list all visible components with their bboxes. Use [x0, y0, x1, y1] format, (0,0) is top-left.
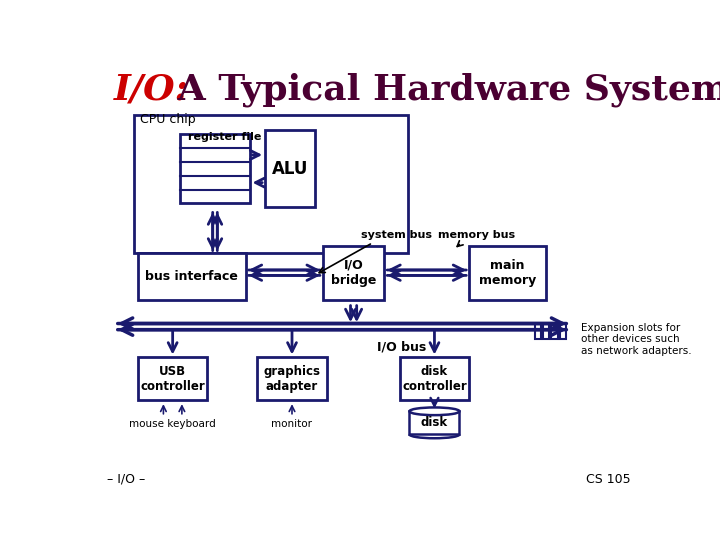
Bar	[469, 246, 546, 300]
Text: graphics
adapter: graphics adapter	[264, 364, 320, 393]
Bar	[180, 134, 250, 204]
Bar	[534, 323, 541, 339]
Text: mouse keyboard: mouse keyboard	[130, 419, 216, 429]
Text: – I/O –: – I/O –	[107, 473, 145, 486]
Text: monitor: monitor	[271, 419, 312, 429]
Bar	[543, 323, 549, 339]
Text: register file: register file	[188, 132, 261, 142]
Text: main
memory: main memory	[479, 259, 536, 287]
Bar	[400, 357, 469, 400]
Text: memory bus: memory bus	[438, 231, 516, 240]
Text: Expansion slots for
other devices such
as network adapters.: Expansion slots for other devices such a…	[581, 323, 691, 356]
Bar	[560, 323, 566, 339]
Text: I/O
bridge: I/O bridge	[331, 259, 377, 287]
Text: disk
controller: disk controller	[402, 364, 467, 393]
Bar	[552, 323, 558, 339]
Text: disk: disk	[421, 416, 448, 429]
Bar	[257, 357, 327, 400]
Bar	[134, 115, 408, 253]
Text: ALU: ALU	[272, 160, 308, 178]
Text: I/O bus: I/O bus	[377, 340, 426, 354]
Bar	[138, 253, 246, 300]
Bar	[265, 130, 315, 207]
Text: CPU chip: CPU chip	[140, 113, 196, 126]
Ellipse shape	[410, 408, 459, 415]
Text: bus interface: bus interface	[145, 270, 238, 283]
Bar	[410, 411, 459, 434]
Text: USB
controller: USB controller	[140, 364, 205, 393]
Text: system bus: system bus	[361, 231, 432, 240]
Text: A Typical Hardware System: A Typical Hardware System	[165, 72, 720, 107]
Bar	[138, 357, 207, 400]
Bar	[323, 246, 384, 300]
Text: I/O:: I/O:	[113, 72, 189, 106]
Text: CS 105: CS 105	[586, 473, 631, 486]
